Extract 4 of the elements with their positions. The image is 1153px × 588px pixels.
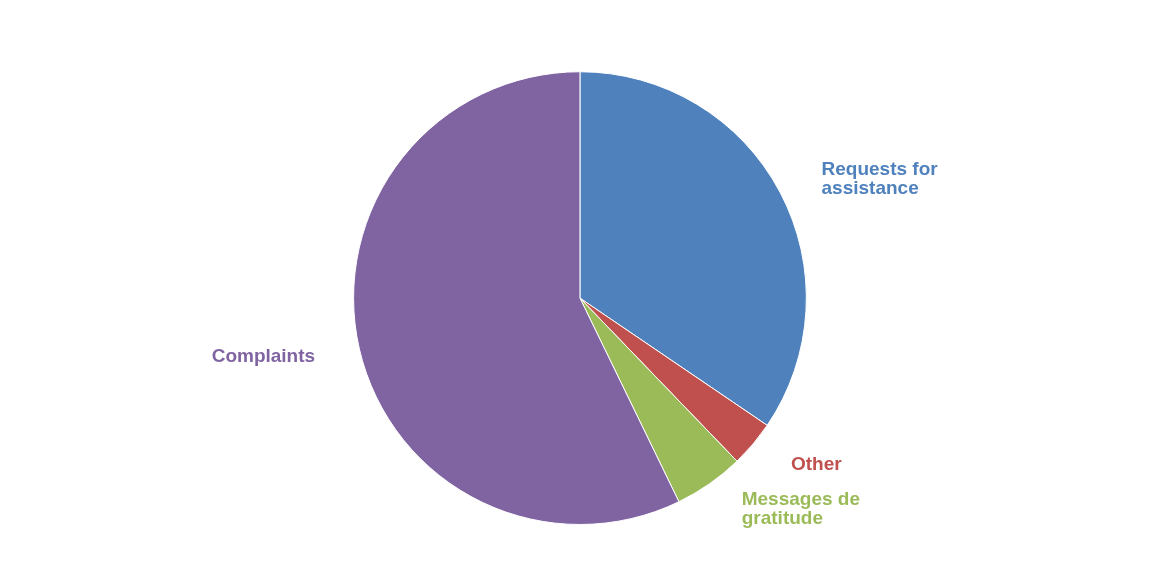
slice-label: Messages de gratitude	[741, 488, 866, 529]
slice-label: Other	[790, 452, 843, 474]
slice-label: Requests for assistance	[821, 158, 943, 199]
slice-label: Complaints	[211, 345, 316, 367]
